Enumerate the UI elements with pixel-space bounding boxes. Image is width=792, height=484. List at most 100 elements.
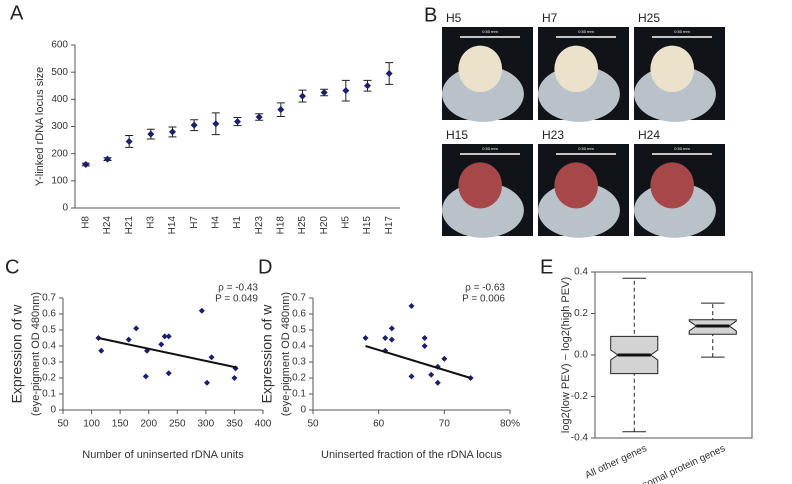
point — [147, 130, 155, 138]
x-tick-label: 150 — [112, 419, 129, 430]
annotation: P = 0.006 — [462, 294, 505, 305]
y-axis-label: Expression of w — [9, 304, 25, 404]
y-tick-label: 0.2 — [42, 373, 56, 384]
x-tick-label: H25 — [297, 216, 308, 235]
point — [125, 137, 133, 145]
point — [388, 336, 395, 343]
y-tick-label: 0.2 — [574, 308, 588, 319]
trend-line — [98, 337, 238, 369]
point — [190, 121, 198, 129]
point — [98, 347, 105, 354]
point — [212, 120, 220, 128]
x-axis-label: Uninserted fraction of the rDNA locus — [321, 449, 502, 461]
y-tick-label: 0.3 — [42, 357, 56, 368]
x-tick-label: H20 — [319, 216, 330, 235]
y-tick-label: 0.4 — [292, 341, 306, 352]
photo-caption: H25 — [638, 11, 660, 25]
y-tick-label: 0.3 — [292, 357, 306, 368]
panel-label: A — [10, 2, 24, 24]
scale-text: 0.50 mm — [674, 29, 690, 34]
panel-label: E — [540, 256, 553, 278]
y-axis-label-2: (eye-pigment OD 480nm) — [30, 292, 42, 416]
x-tick-label: H4 — [210, 216, 221, 229]
point — [364, 82, 371, 90]
fly-eye — [650, 162, 695, 209]
point — [204, 379, 210, 386]
x-tick-label: 400 — [255, 419, 272, 430]
y-tick-label: 0.5 — [42, 325, 56, 336]
y-tick-label: 0.5 — [292, 325, 306, 336]
x-tick-label: H18 — [275, 216, 286, 235]
photo-caption: H15 — [446, 128, 468, 142]
fly-eye — [458, 162, 503, 209]
y-tick-label: 0 — [62, 203, 68, 214]
point — [320, 89, 328, 97]
point — [428, 371, 435, 378]
point — [408, 303, 415, 309]
panel-label: D — [258, 256, 272, 278]
scale-text: 0.50 mm — [482, 146, 498, 151]
point — [382, 335, 389, 341]
scale-text: 0.50 mm — [578, 29, 594, 34]
y-tick-label: 100 — [51, 175, 68, 186]
x-tick-label: H5 — [340, 216, 351, 229]
point — [362, 335, 369, 341]
photo-caption: H23 — [542, 128, 564, 142]
point — [421, 335, 428, 341]
photo-caption: H24 — [638, 128, 660, 142]
x-tick-label: 80% — [500, 419, 520, 430]
point — [299, 92, 306, 100]
point — [234, 118, 241, 126]
point — [165, 370, 172, 377]
point — [385, 70, 393, 78]
fly-eye — [554, 45, 599, 93]
point — [165, 333, 172, 340]
annotation: P = 0.049 — [215, 294, 258, 305]
y-axis-label: log2(low PEV) − log2(high PEV) — [560, 277, 572, 433]
point — [342, 87, 350, 95]
x-tick-label: 100 — [83, 419, 100, 430]
x-tick-label: 300 — [198, 419, 215, 430]
y-tick-label: 0 — [300, 405, 306, 416]
y-tick-label: 0.1 — [42, 389, 56, 400]
x-tick-label: H7 — [189, 216, 200, 229]
x-tick-label: 50 — [307, 419, 319, 430]
x-tick-label: H14 — [167, 216, 178, 235]
y-tick-label: 0 — [50, 405, 56, 416]
point — [198, 307, 205, 314]
point — [125, 336, 132, 343]
x-tick-label: H17 — [384, 216, 395, 235]
point — [142, 373, 149, 380]
y-tick-label: 600 — [51, 40, 68, 51]
y-tick-label: 0.4 — [574, 267, 588, 278]
point — [133, 325, 140, 332]
panel-label: C — [5, 256, 19, 278]
x-tick-label: 250 — [169, 419, 186, 430]
panel-label: B — [424, 4, 437, 26]
x-tick-label: H3 — [145, 216, 156, 229]
point — [231, 375, 238, 381]
x-tick-label: H21 — [124, 216, 135, 235]
whisker-caps — [622, 277, 647, 433]
y-tick-label: 0.2 — [292, 373, 306, 384]
y-tick-label: 0.1 — [292, 389, 306, 400]
y-tick-label: 500 — [51, 67, 68, 78]
scale-text: 0.50 mm — [482, 29, 498, 34]
trend-line — [365, 345, 471, 379]
fly-eye — [650, 45, 695, 93]
x-tick-label: 70 — [439, 419, 451, 430]
y-axis-label: Expression of w — [259, 304, 275, 404]
y-tick-label: -0.4 — [571, 433, 589, 444]
x-axis-label: Number of uninserted rDNA units — [82, 449, 244, 461]
x-tick-label: H1 — [232, 216, 243, 229]
point — [161, 333, 168, 340]
y-tick-label: -0.2 — [571, 391, 589, 402]
x-tick-label: All other genes — [584, 443, 649, 481]
x-tick-label: 50 — [57, 419, 69, 430]
point — [208, 354, 215, 361]
x-tick-label: H24 — [102, 216, 113, 235]
fly-eye — [554, 162, 599, 209]
y-tick-label: 0.7 — [292, 293, 306, 304]
point — [421, 343, 428, 349]
